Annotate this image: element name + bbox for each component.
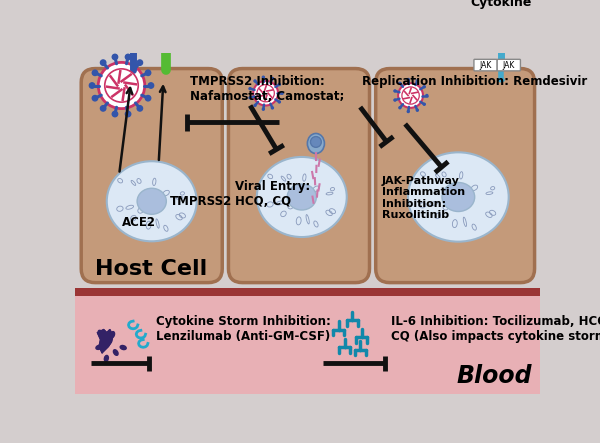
Ellipse shape (497, 78, 505, 82)
FancyBboxPatch shape (497, 59, 520, 71)
Ellipse shape (128, 47, 138, 54)
Bar (75, 393, 540, 402)
Circle shape (407, 110, 410, 113)
Circle shape (92, 70, 98, 75)
Circle shape (496, 34, 506, 45)
Text: Host Cell: Host Cell (95, 259, 208, 279)
Text: JAK: JAK (503, 61, 515, 70)
Text: Cytokine Storm Inhibition:
Lenzilumab (Anti-GM-CSF): Cytokine Storm Inhibition: Lenzilumab (A… (157, 315, 331, 343)
Circle shape (112, 111, 118, 117)
Circle shape (98, 62, 145, 109)
Circle shape (416, 79, 419, 82)
Ellipse shape (257, 157, 347, 237)
Ellipse shape (120, 346, 126, 350)
Ellipse shape (163, 23, 170, 28)
Circle shape (89, 83, 95, 88)
Bar (75, 296, 540, 394)
Text: JAK: JAK (479, 61, 492, 70)
Circle shape (253, 79, 257, 83)
Text: TMPRSS2 Inhibition:
Nafamostat, Camostat;: TMPRSS2 Inhibition: Nafamostat, Camostat… (190, 75, 344, 103)
Circle shape (278, 83, 281, 86)
Circle shape (100, 106, 106, 111)
Circle shape (145, 70, 151, 75)
Circle shape (271, 106, 274, 109)
Circle shape (148, 83, 154, 88)
Ellipse shape (107, 161, 197, 241)
Circle shape (253, 104, 257, 107)
Circle shape (422, 103, 426, 106)
Ellipse shape (408, 152, 509, 241)
Circle shape (112, 54, 118, 60)
Circle shape (280, 92, 284, 95)
Ellipse shape (110, 332, 115, 338)
Circle shape (253, 81, 278, 105)
Circle shape (398, 82, 401, 85)
Text: Replication Inhibition: Remdesivir: Replication Inhibition: Remdesivir (362, 75, 587, 88)
FancyBboxPatch shape (81, 69, 222, 283)
Text: IL-6 Inhibition: Tocilizumab, HCQ,
CQ (Also impacts cytokine storm): IL-6 Inhibition: Tocilizumab, HCQ, CQ (A… (391, 315, 600, 343)
Text: Cytokine: Cytokine (470, 0, 532, 9)
Ellipse shape (113, 350, 118, 355)
Circle shape (125, 54, 131, 60)
Circle shape (402, 87, 419, 104)
Circle shape (271, 77, 274, 80)
Text: Blood: Blood (457, 364, 532, 388)
Circle shape (416, 109, 419, 112)
Ellipse shape (137, 188, 166, 214)
Circle shape (248, 87, 252, 90)
Circle shape (262, 108, 265, 111)
Circle shape (398, 106, 401, 109)
Circle shape (125, 111, 131, 117)
Text: JAK-Pathway
Inflammation
Inhibition:
Ruxolitinib: JAK-Pathway Inflammation Inhibition: Rux… (382, 175, 465, 220)
Ellipse shape (125, 40, 141, 48)
Circle shape (257, 85, 274, 102)
Ellipse shape (96, 345, 102, 350)
Bar (75, 288, 540, 299)
Circle shape (422, 85, 426, 89)
Circle shape (145, 96, 151, 101)
Circle shape (310, 136, 322, 148)
Text: TMPRSS2: TMPRSS2 (170, 195, 232, 208)
Circle shape (398, 83, 423, 108)
Ellipse shape (307, 133, 325, 153)
FancyBboxPatch shape (474, 59, 497, 71)
FancyBboxPatch shape (229, 69, 370, 283)
Text: Viral Entry:
HCQ, CQ: Viral Entry: HCQ, CQ (235, 180, 310, 208)
Circle shape (137, 60, 143, 65)
Circle shape (393, 89, 397, 93)
Circle shape (100, 60, 106, 65)
Circle shape (393, 98, 397, 102)
Ellipse shape (442, 183, 475, 211)
Text: ACE2: ACE2 (122, 216, 156, 229)
Circle shape (407, 78, 410, 81)
Circle shape (278, 100, 281, 104)
Ellipse shape (98, 330, 103, 336)
Circle shape (262, 75, 265, 79)
Ellipse shape (287, 184, 316, 210)
Circle shape (425, 94, 428, 97)
Ellipse shape (490, 35, 512, 48)
FancyBboxPatch shape (376, 69, 535, 283)
Circle shape (92, 96, 98, 101)
Polygon shape (97, 330, 113, 353)
Circle shape (137, 106, 143, 111)
Circle shape (105, 69, 138, 102)
Ellipse shape (104, 355, 109, 361)
Circle shape (248, 96, 252, 99)
